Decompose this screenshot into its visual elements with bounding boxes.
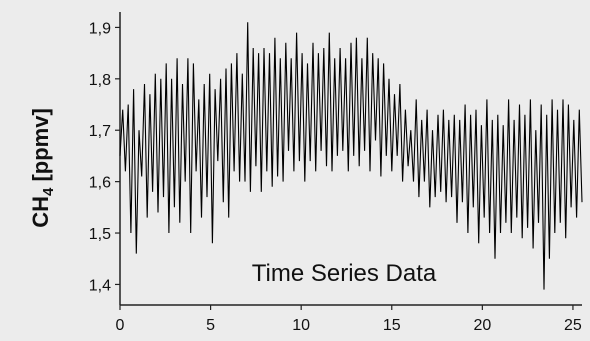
x-tick-label: 15: [383, 317, 401, 334]
y-tick-label: 1,6: [89, 175, 111, 192]
y-axis-label-sub: 4: [40, 187, 57, 196]
y-tick-label: 1,4: [89, 277, 111, 294]
y-tick-label: 1,5: [89, 226, 111, 243]
series-layer: [119, 22, 583, 290]
annotation-text: Time Series Data: [252, 260, 437, 287]
y-tick-label: 1,7: [89, 123, 111, 140]
x-tick-label: 0: [116, 317, 125, 334]
series-line: [119, 22, 583, 290]
y-tick-label: 1,8: [89, 72, 111, 89]
x-tick-label: 20: [473, 317, 491, 334]
y-tick-label: 1,9: [89, 20, 111, 37]
y-axis-label-rest: [ppmv]: [28, 108, 53, 187]
x-tick-label: 25: [564, 317, 582, 334]
x-tick-label: 5: [206, 317, 215, 334]
ticks: 1,4 1,5 1,6 1,7 1,8 1,9 0 5 10 15 20 25: [89, 20, 582, 334]
x-tick-label: 10: [292, 317, 310, 334]
y-axis-label: CH4 [ppmv]: [28, 108, 57, 228]
y-axis-label-main: CH: [28, 196, 53, 228]
axes: [119, 12, 582, 306]
